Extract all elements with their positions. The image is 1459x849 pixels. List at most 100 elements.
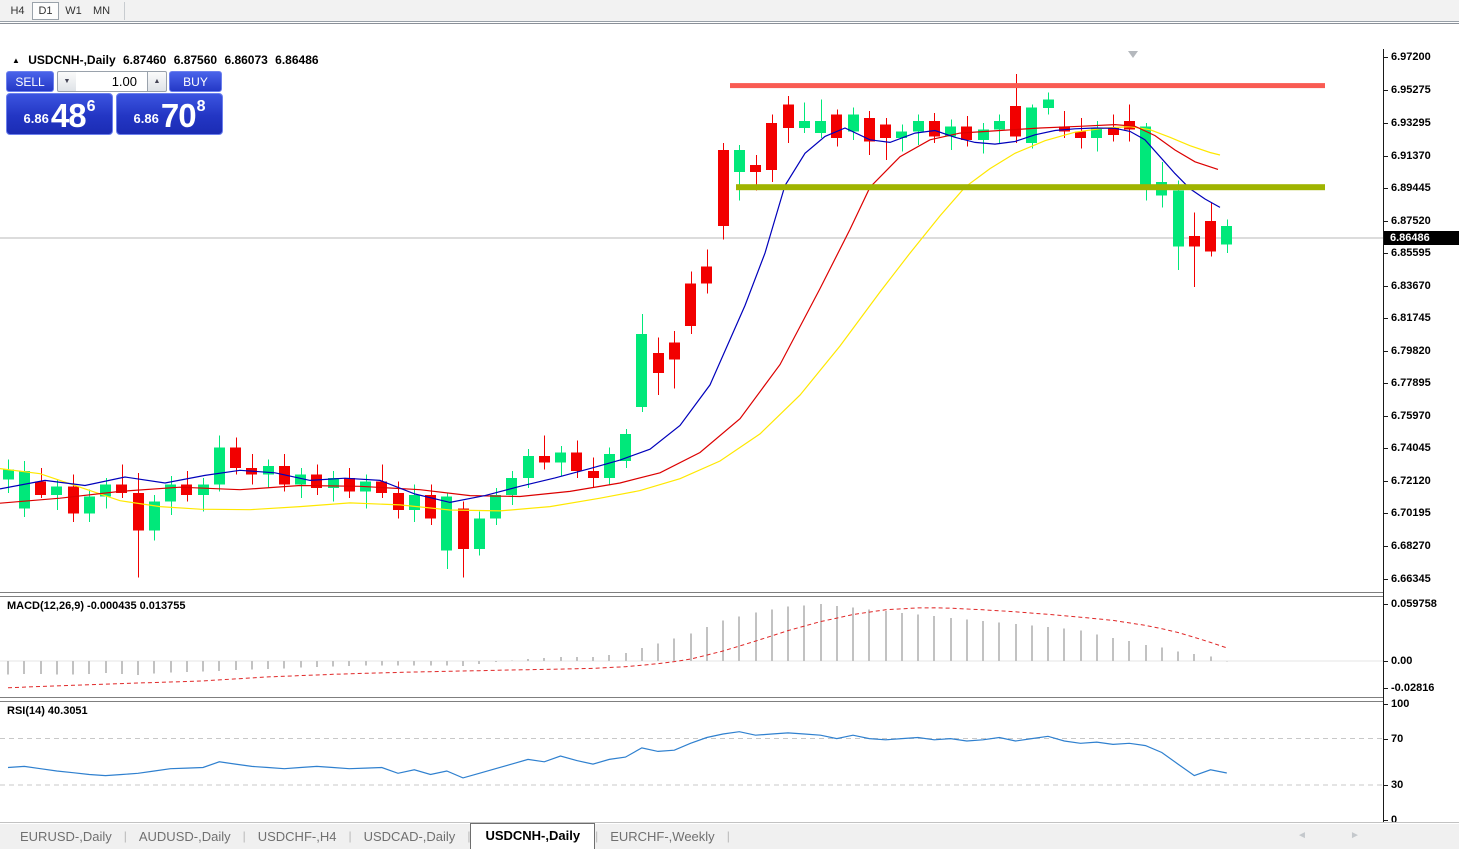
- price-axis-label: 6.83670: [1391, 279, 1431, 292]
- tab-scroll-right-icon[interactable]: ►: [1350, 830, 1360, 841]
- price-axis-label: 6.81745: [1391, 312, 1431, 325]
- tab-separator: |: [242, 829, 246, 843]
- axis-tick: [1384, 687, 1388, 689]
- axis-tick: [1384, 604, 1388, 606]
- chart-window: ▲ USDCNH-,Daily 6.87460 6.87560 6.86073 …: [0, 23, 1459, 845]
- chart-tab-usdcad-daily[interactable]: USDCAD-,Daily: [363, 829, 456, 844]
- chart-tab-usdcnh-daily[interactable]: USDCNH-,Daily: [470, 823, 596, 849]
- chart-shift-marker-icon: [1128, 51, 1138, 58]
- axis-tick: [1384, 123, 1388, 124]
- sell-price-prefix: 6.86: [23, 111, 49, 126]
- panel-separator[interactable]: [0, 592, 1459, 597]
- axis-tick: [1384, 188, 1388, 190]
- timeframe-toolbar: H4 D1 W1 MN: [0, 0, 1459, 22]
- axis-tick: [1384, 578, 1388, 580]
- rsi-value: 40.3051: [47, 705, 88, 717]
- volume-decrease-button[interactable]: ▼: [57, 71, 77, 92]
- axis-tick: [1384, 318, 1388, 320]
- axis-tick: [1384, 513, 1388, 515]
- axis-tick: [1384, 285, 1388, 287]
- tab-separator: |: [726, 829, 730, 843]
- buy-price-pip: 8: [196, 98, 206, 115]
- price-axis-label: 6.85595: [1391, 247, 1431, 260]
- tab-separator: |: [467, 829, 471, 843]
- axis-tick: [1384, 415, 1388, 417]
- toolbar-separator: [124, 1, 125, 20]
- collapse-triangle-icon[interactable]: ▲: [12, 56, 20, 65]
- macd-axis-label: 0.059758: [1391, 598, 1437, 611]
- macd-signal-value: 0.013755: [139, 600, 186, 612]
- price-axis-label: 6.79820: [1391, 344, 1431, 357]
- panel-separator[interactable]: [0, 697, 1459, 702]
- macd-label: MACD(12,26,9) -0.000435 0.013755: [7, 600, 188, 612]
- price-axis-label: 6.68270: [1391, 540, 1431, 552]
- chart-tab-eurchf-weekly[interactable]: EURCHF-,Weekly: [610, 829, 715, 844]
- ohlc-header: ▲ USDCNH-,Daily 6.87460 6.87560 6.86073 …: [12, 53, 323, 67]
- price-axis-label: 6.89445: [1391, 182, 1431, 195]
- axis-tick: [1384, 253, 1388, 255]
- buy-price-prefix: 6.86: [133, 111, 159, 126]
- macd-axis-label: 0.00: [1391, 655, 1413, 667]
- chart-tab-bar: EURUSD-,Daily | AUDUSD-,Daily | USDCHF-,H4 | U…: [0, 822, 1459, 849]
- axis-tick: [1384, 704, 1388, 705]
- volume-increase-button[interactable]: ▲: [147, 71, 167, 92]
- sell-price-display[interactable]: 6.86 48 6: [6, 93, 113, 135]
- price-axis-label: 6.77895: [1391, 377, 1431, 390]
- axis-tick: [1384, 784, 1388, 786]
- axis-tick: [1384, 220, 1388, 222]
- timeframe-button-w1[interactable]: W1: [65, 4, 82, 17]
- high-value: 6.87560: [173, 53, 218, 67]
- price-axis-label: 6.75970: [1391, 409, 1431, 422]
- buy-price-display[interactable]: 6.86 70 8: [116, 93, 223, 135]
- sell-price-pip: 6: [86, 98, 96, 115]
- price-axis-label: 6.87520: [1391, 214, 1431, 227]
- close-value: 6.86486: [275, 53, 319, 67]
- macd-name: MACD(12,26,9): [7, 600, 85, 612]
- macd-indicator-canvas[interactable]: [0, 597, 1383, 697]
- axis-tick: [1384, 350, 1388, 352]
- macd-main-value: -0.000435: [87, 600, 137, 612]
- chart-tab-eurusd-daily[interactable]: EURUSD-,Daily: [20, 829, 112, 844]
- sell-button[interactable]: SELL: [6, 71, 54, 92]
- axis-tick: [1384, 89, 1388, 91]
- price-axis-label: 6.91370: [1391, 149, 1431, 162]
- rsi-label: RSI(14) 40.3051: [7, 705, 91, 717]
- axis-tick: [1384, 57, 1388, 58]
- chart-tabs: EURUSD-,Daily | AUDUSD-,Daily | USDCHF-,H4 | U…: [8, 823, 730, 849]
- arrow-up-icon: ▲: [153, 78, 161, 85]
- price-axis[interactable]: 6.97200 6.95275 6.93295 6.91370 6.89445 6.875…: [1383, 49, 1459, 826]
- axis-tick: [1384, 155, 1388, 157]
- sell-price-main: 48: [50, 97, 87, 134]
- price-axis-label: 6.95275: [1391, 83, 1431, 96]
- open-value: 6.87460: [122, 53, 167, 67]
- tab-separator: |: [123, 829, 127, 843]
- timeframe-button-h4[interactable]: H4: [10, 4, 25, 17]
- axis-tick: [1384, 546, 1388, 547]
- chart-tab-audusd-daily[interactable]: AUDUSD-,Daily: [138, 829, 231, 844]
- rsi-indicator-canvas[interactable]: [0, 702, 1383, 826]
- timeframe-buttons: H4 D1 W1 MN: [4, 1, 116, 20]
- chart-tab-usdchf-h4[interactable]: USDCHF-,H4: [257, 829, 337, 844]
- arrow-down-icon: ▼: [63, 78, 71, 85]
- axis-tick: [1384, 480, 1388, 482]
- rsi-name: RSI(14): [7, 705, 45, 717]
- price-axis-label: 6.66345: [1391, 572, 1431, 585]
- timeframe-button-d1[interactable]: D1: [32, 1, 59, 20]
- low-value: 6.86073: [224, 53, 268, 67]
- buy-price-main: 70: [160, 97, 197, 134]
- buy-button[interactable]: BUY: [169, 71, 222, 92]
- price-axis-label: 6.74045: [1391, 442, 1431, 455]
- rsi-axis-label: 0: [1391, 813, 1398, 826]
- price-axis-label: 6.72120: [1391, 474, 1431, 487]
- timeframe-button-mn[interactable]: MN: [92, 4, 111, 17]
- axis-tick: [1384, 661, 1388, 662]
- tab-separator: |: [595, 829, 599, 843]
- price-chart-canvas[interactable]: [0, 49, 1383, 591]
- price-axis-label: 6.70195: [1391, 507, 1431, 520]
- volume-input[interactable]: [76, 71, 147, 92]
- price-axis-label: 6.93295: [1391, 117, 1431, 129]
- current-price-tag: 6.86486: [1384, 231, 1459, 246]
- tab-scroll-left-icon[interactable]: ◄: [1297, 830, 1307, 841]
- axis-tick: [1384, 383, 1388, 385]
- price-axis-label: 6.97200: [1391, 51, 1431, 63]
